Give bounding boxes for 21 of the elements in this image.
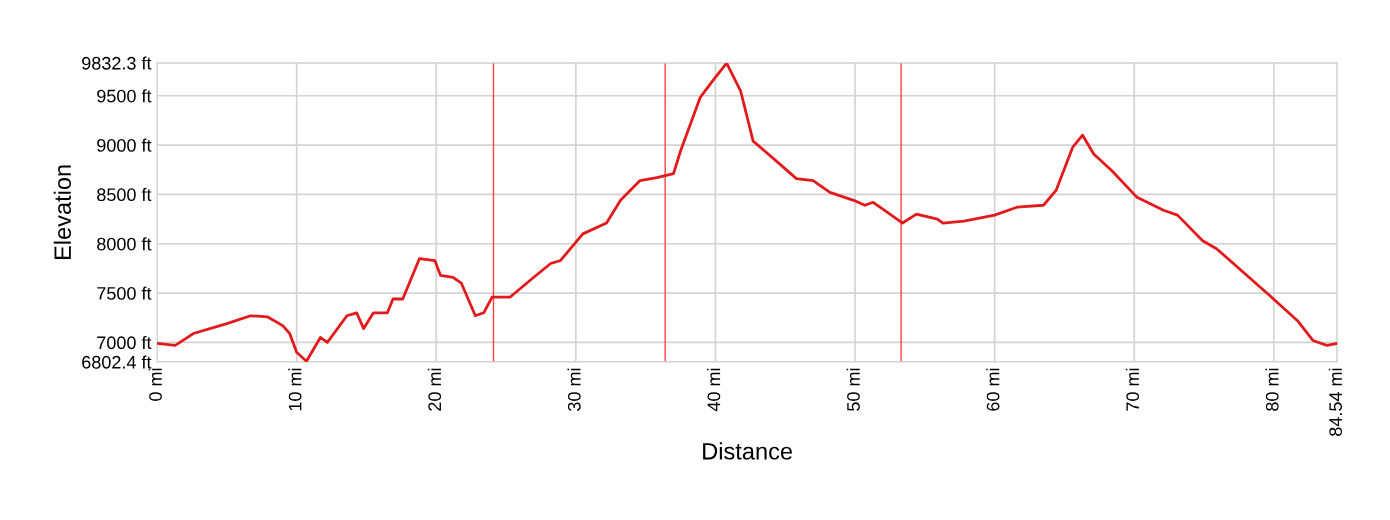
y-tick-label: 8000 ft — [97, 237, 152, 251]
y-tick-label: 8500 ft — [97, 187, 152, 202]
x-tick-label: 60 mi — [986, 368, 1000, 411]
x-tick-label: 0 mi — [148, 368, 162, 401]
x-tick-label: 70 mi — [1125, 368, 1140, 411]
x-tick-label: 40 mi — [707, 368, 721, 412]
x-tick-label: 50 mi — [846, 368, 860, 411]
line-series — [157, 62, 1338, 362]
y-tick-label: 9832.3 ft — [82, 56, 152, 70]
y-tick-label: 9000 ft — [97, 138, 152, 152]
x-tick-label: 20 mi — [427, 368, 442, 411]
y-tick-label: 6802.4 ft — [82, 355, 152, 369]
x-axis-title: Distance — [703, 442, 793, 460]
y-tick-label: 9500 ft — [97, 89, 152, 103]
y-tick-label: 7500 ft — [97, 286, 152, 300]
x-tick-label: 10 mi — [288, 368, 302, 411]
y-tick-label: 7000 ft — [97, 335, 152, 350]
x-tick-label: 84.54 mi — [1328, 368, 1343, 436]
y-axis-title: Elevation — [53, 165, 72, 260]
x-tick-label: 30 mi — [567, 368, 581, 411]
x-tick-label: 80 mi — [1265, 368, 1279, 411]
